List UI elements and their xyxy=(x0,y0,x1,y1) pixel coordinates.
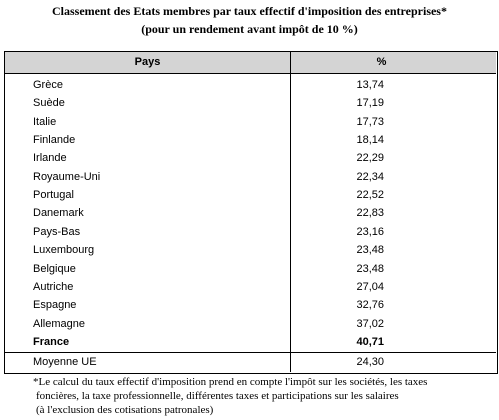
country: Italie xyxy=(33,115,57,128)
rate: 22,29 xyxy=(356,152,384,165)
country: Moyenne UE xyxy=(33,356,97,368)
rate: 23,16 xyxy=(356,225,384,238)
column-header: % xyxy=(376,56,387,68)
footnote: foncières, la taxe professionnelle, diff… xyxy=(36,390,399,402)
rate: 17,19 xyxy=(356,97,384,110)
rate: 27,04 xyxy=(356,280,384,293)
rate: 32,76 xyxy=(356,299,384,312)
country: Allemagne xyxy=(33,317,85,330)
rate: 40,71 xyxy=(356,335,384,348)
rate: 13,74 xyxy=(356,79,384,91)
row-divider xyxy=(5,352,496,353)
country: Royaume-Uni xyxy=(33,170,101,183)
column-header: Pays xyxy=(134,56,161,68)
country: France xyxy=(33,335,70,348)
title: Classement des Etats membres par taux ef… xyxy=(52,4,447,18)
rate: 22,52 xyxy=(356,189,384,202)
footnote: (à l'exclusion des cotisations patronale… xyxy=(36,404,214,416)
column-divider xyxy=(290,52,291,372)
rate: 37,02 xyxy=(356,317,384,330)
rate: 22,34 xyxy=(356,170,384,183)
table-border xyxy=(4,51,498,374)
country: Suède xyxy=(33,97,65,110)
rate: 24,30 xyxy=(356,356,384,368)
rate: 23,48 xyxy=(356,262,384,275)
subtitle: (pour un rendement avant impôt de 10 %) xyxy=(141,22,358,36)
country: Grèce xyxy=(33,79,63,91)
country: Autriche xyxy=(33,280,74,293)
rate: 17,73 xyxy=(356,115,384,128)
country: Irlande xyxy=(33,152,67,165)
footnote: *Le calcul du taux effectif d'imposition… xyxy=(33,376,428,388)
header-row xyxy=(5,52,496,74)
country: Danemark xyxy=(33,207,84,220)
country: Pays-Bas xyxy=(33,225,81,238)
rate: 23,48 xyxy=(356,244,384,257)
country: Luxembourg xyxy=(33,244,95,257)
country: Portugal xyxy=(33,189,74,202)
country: Finlande xyxy=(33,134,76,147)
rate: 22,83 xyxy=(356,207,384,220)
rate: 18,14 xyxy=(356,134,384,147)
country: Belgique xyxy=(33,262,76,275)
country: Espagne xyxy=(33,299,77,312)
